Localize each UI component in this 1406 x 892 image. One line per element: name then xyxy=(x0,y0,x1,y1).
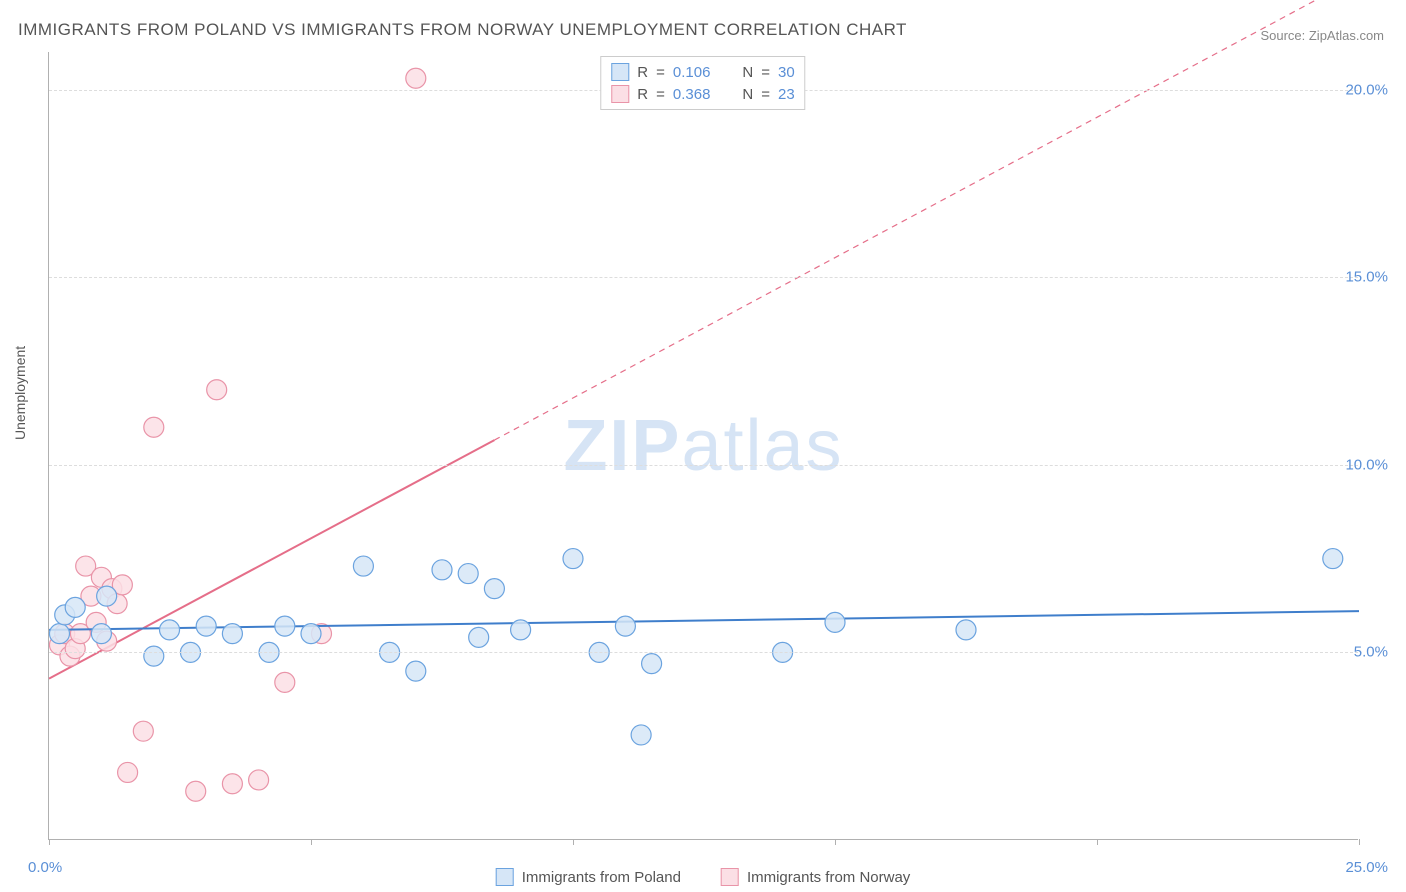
data-point xyxy=(1323,549,1343,569)
data-point xyxy=(186,781,206,801)
y-tick-label: 20.0% xyxy=(1345,81,1388,98)
gridline xyxy=(49,277,1358,278)
gridline xyxy=(49,652,1358,653)
x-tick xyxy=(1097,839,1098,845)
chart-svg xyxy=(49,52,1358,839)
data-point xyxy=(222,774,242,794)
y-tick-label: 10.0% xyxy=(1345,456,1388,473)
data-point xyxy=(65,597,85,617)
data-point xyxy=(196,616,216,636)
data-point xyxy=(207,380,227,400)
data-point xyxy=(615,616,635,636)
plot-area: ZIPatlas xyxy=(48,52,1358,840)
x-tick xyxy=(835,839,836,845)
chart-title: IMMIGRANTS FROM POLAND VS IMMIGRANTS FRO… xyxy=(18,20,907,40)
data-point xyxy=(511,620,531,640)
data-point xyxy=(160,620,180,640)
data-point xyxy=(49,624,69,644)
data-point xyxy=(301,624,321,644)
swatch-poland-bottom xyxy=(496,868,514,886)
data-point xyxy=(642,654,662,674)
data-point xyxy=(469,627,489,647)
data-point xyxy=(144,417,164,437)
legend-item-norway: Immigrants from Norway xyxy=(721,868,910,886)
stats-row-poland: R = 0.106 N = 30 xyxy=(611,61,794,83)
x-tick xyxy=(49,839,50,845)
stats-row-norway: R = 0.368 N = 23 xyxy=(611,83,794,105)
data-point xyxy=(118,762,138,782)
data-point xyxy=(275,616,295,636)
data-point xyxy=(133,721,153,741)
x-tick xyxy=(573,839,574,845)
data-point xyxy=(484,579,504,599)
x-tick xyxy=(311,839,312,845)
trend-line-Immigrants from Poland xyxy=(49,611,1359,630)
data-point xyxy=(563,549,583,569)
data-point xyxy=(825,612,845,632)
data-point xyxy=(222,624,242,644)
x-tick-label: 25.0% xyxy=(1345,859,1388,876)
legend-label: Immigrants from Norway xyxy=(747,869,910,886)
swatch-poland xyxy=(611,63,629,81)
y-tick-label: 5.0% xyxy=(1354,644,1388,661)
x-tick xyxy=(1359,839,1360,845)
legend-item-poland: Immigrants from Poland xyxy=(496,868,681,886)
stats-legend: R = 0.106 N = 30 R = 0.368 N = 23 xyxy=(600,56,805,110)
gridline xyxy=(49,465,1358,466)
data-point xyxy=(432,560,452,580)
data-point xyxy=(249,770,269,790)
y-tick-label: 15.0% xyxy=(1345,269,1388,286)
data-point xyxy=(97,586,117,606)
data-point xyxy=(275,672,295,692)
series-legend: Immigrants from Poland Immigrants from N… xyxy=(496,868,911,886)
swatch-norway-bottom xyxy=(721,868,739,886)
data-point xyxy=(144,646,164,666)
data-point xyxy=(406,661,426,681)
data-point xyxy=(458,564,478,584)
legend-label: Immigrants from Poland xyxy=(522,869,681,886)
swatch-norway xyxy=(611,85,629,103)
x-tick-label: 0.0% xyxy=(28,859,62,876)
data-point xyxy=(956,620,976,640)
y-axis-label: Unemployment xyxy=(12,346,28,440)
data-point xyxy=(91,624,111,644)
data-point xyxy=(406,68,426,88)
data-point xyxy=(631,725,651,745)
data-point xyxy=(353,556,373,576)
source-label: Source: ZipAtlas.com xyxy=(1260,28,1384,43)
